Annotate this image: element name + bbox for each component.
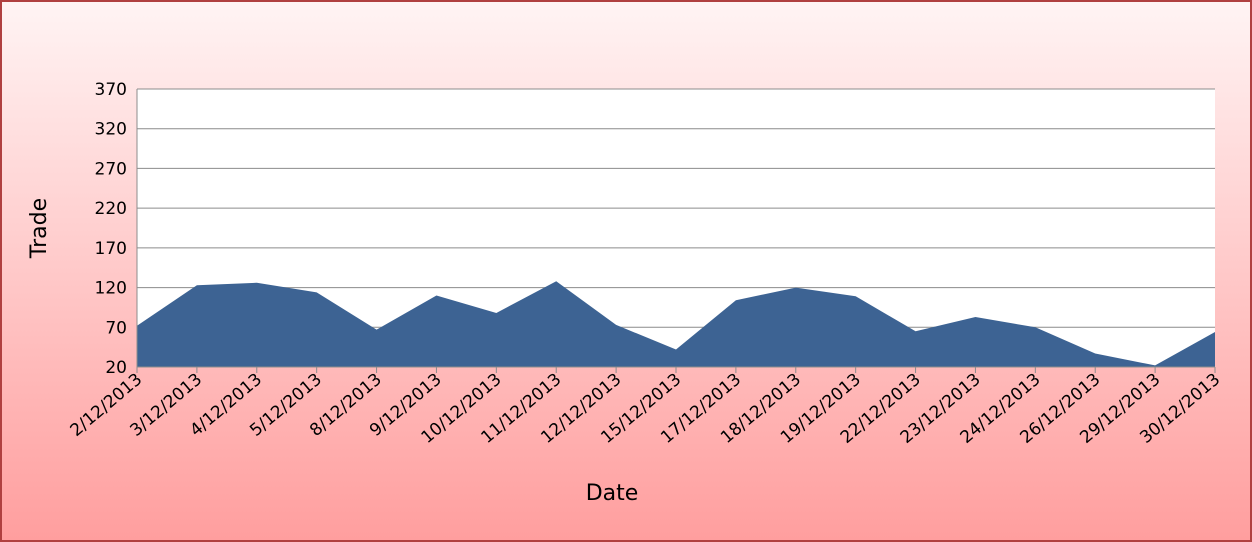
y-tick-label: 20 <box>105 358 127 378</box>
y-axis-title: Trade <box>27 198 52 259</box>
y-tick-label: 320 <box>95 120 127 140</box>
y-tick-label: 120 <box>95 279 127 299</box>
x-axis-title: Date <box>586 481 639 506</box>
y-tick-label: 70 <box>105 318 127 338</box>
y-tick-label: 270 <box>95 159 127 179</box>
y-tick-label: 220 <box>95 199 127 219</box>
y-tick-label: 170 <box>95 239 127 259</box>
area <box>137 281 1215 367</box>
y-tick-label: 370 <box>95 80 127 100</box>
